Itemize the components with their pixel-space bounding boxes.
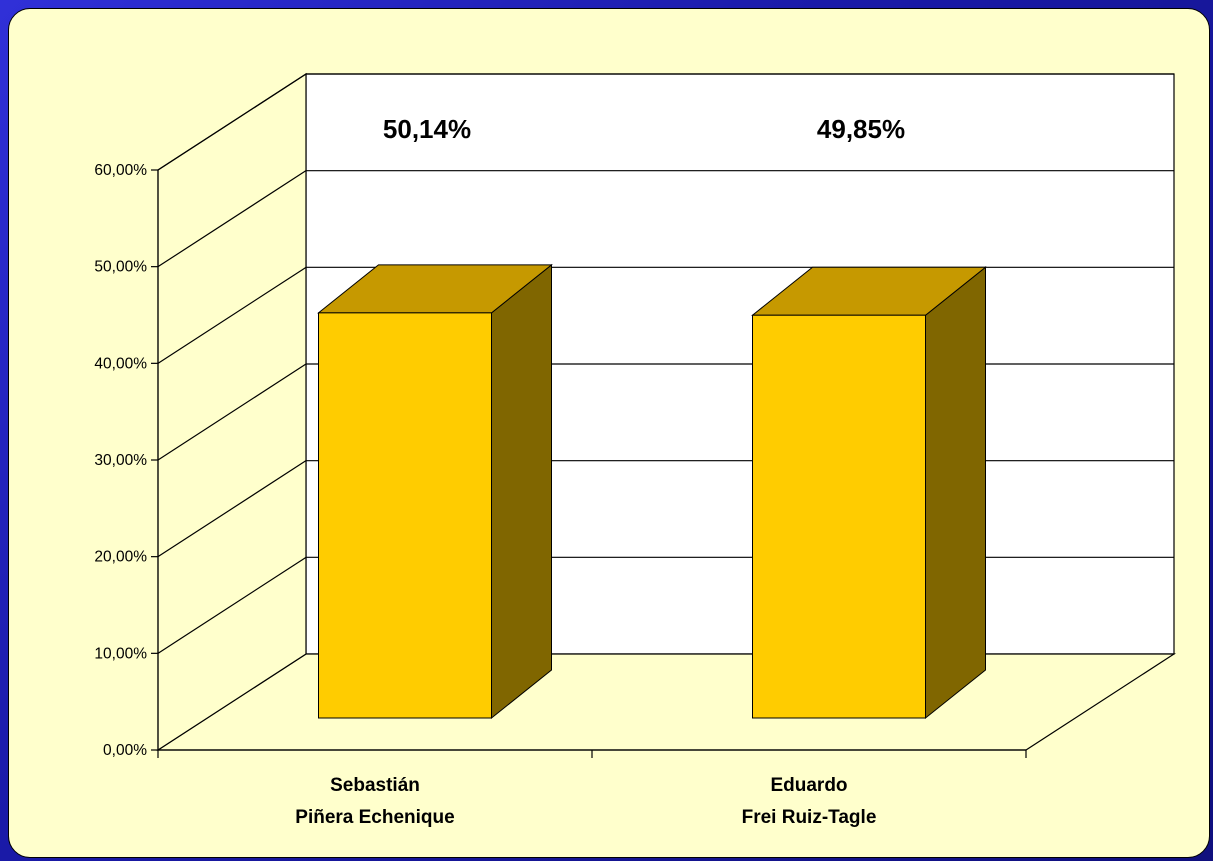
- bar-side-face: [491, 263, 552, 720]
- y-tick-label: 10,00%: [94, 645, 147, 662]
- x-category-label: Eduardo: [770, 775, 847, 796]
- data-label: 50,14%: [383, 114, 471, 144]
- y-tick-label: 0,00%: [103, 742, 147, 759]
- data-label: 49,85%: [817, 114, 905, 144]
- y-tick-label: 40,00%: [94, 355, 147, 372]
- gridline-side: [157, 73, 307, 171]
- x-category-label: Sebastián: [330, 775, 420, 796]
- bar-front-face: [752, 314, 926, 719]
- gridline-side: [157, 556, 307, 654]
- y-tick-label: 20,00%: [94, 549, 147, 566]
- bar-side-face: [925, 266, 986, 720]
- y-tick-label: 30,00%: [94, 452, 147, 469]
- bar-front-face: [318, 312, 492, 719]
- gridline-side: [157, 266, 307, 364]
- y-tick-label: 50,00%: [94, 259, 147, 276]
- plot-floor: [155, 653, 1177, 751]
- gridline-side: [157, 460, 307, 558]
- gridline-side: [157, 170, 307, 268]
- x-category-label: Piñera Echenique: [295, 807, 454, 828]
- gridline-side: [157, 363, 307, 461]
- x-category-label: Frei Ruiz-Tagle: [742, 807, 877, 828]
- y-tick-label: 60,00%: [94, 162, 147, 179]
